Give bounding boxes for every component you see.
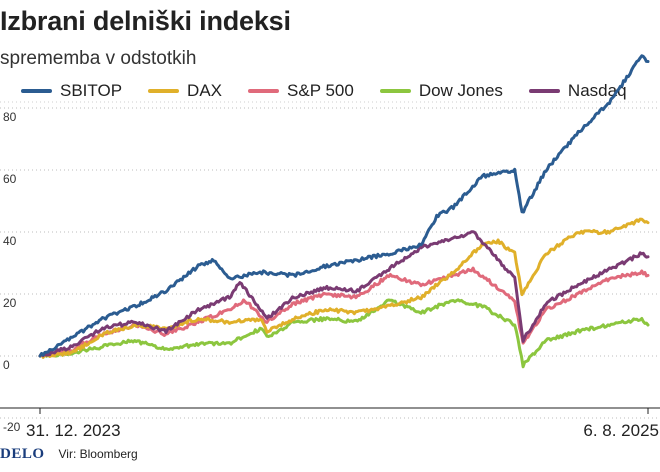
- delo-logo: DELO: [0, 446, 45, 462]
- x-tick-label: 31. 12. 2023: [26, 421, 121, 440]
- chart-subtitle: sprememba v odstotkih: [0, 48, 197, 69]
- legend-item-dax: DAX: [148, 81, 222, 101]
- y-tick-label: -20: [3, 420, 21, 434]
- legend-label: Nasdaq: [567, 81, 627, 100]
- footer: DELO Vir: Bloomberg: [0, 446, 138, 463]
- legend-swatch: [148, 89, 180, 93]
- legend-item-sp500: S&P 500: [248, 81, 354, 101]
- legend-label: S&P 500: [287, 81, 354, 100]
- series-line-dax: [38, 217, 650, 359]
- x-axis: 31. 12. 2023 6. 8. 2025: [0, 407, 660, 440]
- gridlines: -20 0 20 40 60 80: [0, 101, 660, 434]
- y-tick-label: 60: [3, 172, 17, 186]
- legend-item-nasdaq: Nasdaq: [528, 81, 627, 101]
- y-tick-label: 0: [3, 358, 10, 372]
- chart-title: Izbrani delniški indeksi: [0, 6, 291, 36]
- series-line-dow-jones: [38, 298, 650, 369]
- legend-swatch: [379, 89, 411, 93]
- x-tick-label: 6. 8. 2025: [583, 421, 659, 440]
- series-line-sbitop: [38, 54, 650, 358]
- legend-item-dow-jones: Dow Jones: [379, 81, 503, 101]
- y-tick-label: 20: [3, 296, 17, 310]
- y-tick-label: 80: [3, 110, 17, 124]
- legend-label: Dow Jones: [418, 81, 503, 100]
- legend-swatch: [248, 89, 280, 93]
- legend-swatch: [21, 89, 52, 93]
- legend-item-sbitop: SBITOP: [21, 81, 122, 101]
- legend: SBITOP DAX S&P 500 Dow Jones Nasdaq: [21, 80, 653, 102]
- legend-label: SBITOP: [60, 81, 123, 100]
- series-line-nasdaq: [38, 230, 650, 358]
- source-note: Vir: Bloomberg: [58, 447, 138, 461]
- legend-swatch: [528, 89, 560, 93]
- y-tick-label: 40: [3, 234, 17, 248]
- series-lines: [38, 54, 650, 369]
- legend-label: DAX: [187, 81, 223, 100]
